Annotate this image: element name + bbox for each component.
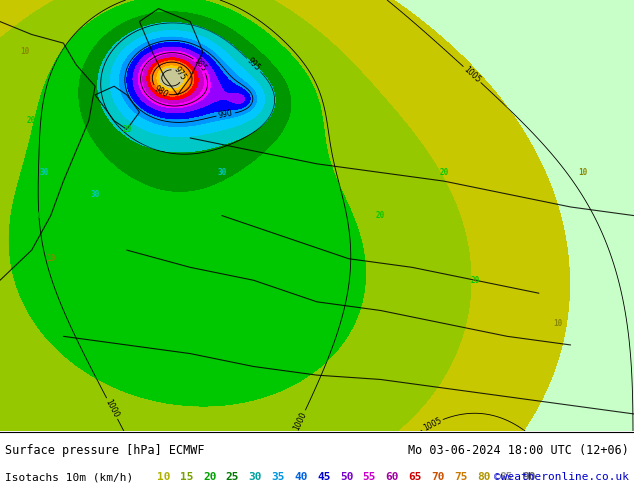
Text: 80: 80 [477, 472, 490, 482]
Text: 10: 10 [579, 168, 588, 177]
Text: 10: 10 [553, 319, 562, 328]
Text: 50: 50 [340, 472, 353, 482]
Text: 20: 20 [72, 306, 81, 315]
Text: 1005: 1005 [422, 416, 443, 433]
Text: 85: 85 [500, 472, 513, 482]
Text: 985: 985 [192, 57, 209, 74]
Text: 1000: 1000 [292, 410, 309, 432]
Text: 20: 20 [110, 349, 119, 358]
Text: 20: 20 [376, 211, 385, 220]
Text: 20: 20 [203, 472, 216, 482]
Text: 1005: 1005 [462, 65, 482, 84]
Text: 20: 20 [27, 116, 36, 125]
Text: ©weatheronline.co.uk: ©weatheronline.co.uk [494, 472, 629, 482]
Text: 45: 45 [317, 472, 330, 482]
Text: Surface pressure [hPa] ECMWF: Surface pressure [hPa] ECMWF [5, 444, 205, 457]
Text: 20: 20 [313, 254, 321, 263]
Text: 1000: 1000 [103, 398, 120, 419]
Text: 995: 995 [245, 56, 262, 73]
Text: 975: 975 [172, 65, 188, 82]
Text: 15: 15 [180, 472, 193, 482]
Text: 10: 10 [157, 472, 171, 482]
Text: 55: 55 [363, 472, 376, 482]
Text: 20: 20 [122, 125, 131, 134]
Text: 35: 35 [271, 472, 285, 482]
Text: 30: 30 [217, 168, 226, 177]
Text: 990: 990 [217, 109, 233, 120]
Text: Mo 03-06-2024 18:00 UTC (12+06): Mo 03-06-2024 18:00 UTC (12+06) [408, 444, 629, 457]
Text: 65: 65 [408, 472, 422, 482]
Text: 20: 20 [471, 276, 480, 285]
Text: 25: 25 [226, 472, 239, 482]
Text: 30: 30 [91, 190, 100, 198]
Text: 20: 20 [186, 375, 195, 384]
Text: 40: 40 [294, 472, 307, 482]
Text: 90: 90 [522, 472, 536, 482]
Text: 30: 30 [40, 168, 49, 177]
Text: 75: 75 [454, 472, 467, 482]
Text: 10: 10 [21, 47, 30, 56]
Text: 20: 20 [313, 103, 321, 112]
Text: 70: 70 [431, 472, 444, 482]
Text: 30: 30 [249, 472, 262, 482]
Text: 20: 20 [439, 168, 448, 177]
Text: 20: 20 [34, 211, 42, 220]
Text: 60: 60 [385, 472, 399, 482]
Text: 980: 980 [152, 84, 169, 99]
Text: 20: 20 [262, 341, 271, 349]
Text: 10: 10 [46, 254, 55, 263]
Text: Isotachs 10m (km/h): Isotachs 10m (km/h) [5, 472, 133, 482]
